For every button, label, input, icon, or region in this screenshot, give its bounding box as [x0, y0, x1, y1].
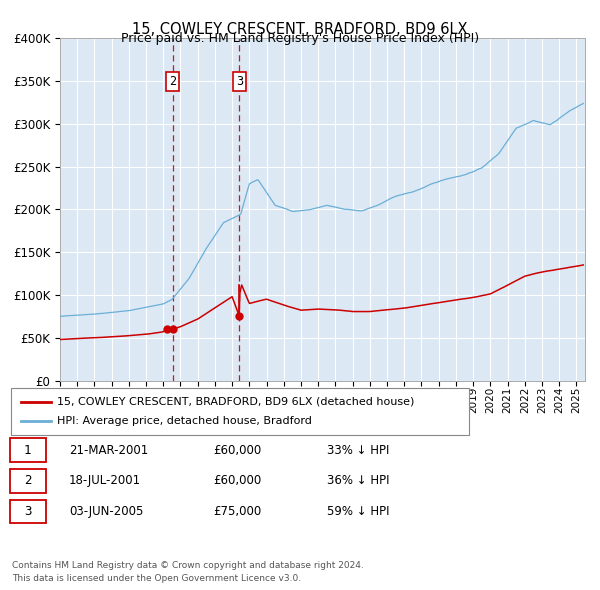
- Text: 3: 3: [24, 505, 31, 518]
- Text: HPI: Average price, detached house, Bradford: HPI: Average price, detached house, Brad…: [57, 417, 312, 426]
- Text: Price paid vs. HM Land Registry's House Price Index (HPI): Price paid vs. HM Land Registry's House …: [121, 32, 479, 45]
- Text: 36% ↓ HPI: 36% ↓ HPI: [327, 474, 389, 487]
- Text: £75,000: £75,000: [213, 505, 261, 518]
- Text: £60,000: £60,000: [213, 444, 261, 457]
- Text: 18-JUL-2001: 18-JUL-2001: [69, 474, 141, 487]
- Text: 15, COWLEY CRESCENT, BRADFORD, BD9 6LX: 15, COWLEY CRESCENT, BRADFORD, BD9 6LX: [132, 22, 468, 37]
- Text: 03-JUN-2005: 03-JUN-2005: [69, 505, 143, 518]
- Text: 3: 3: [236, 74, 243, 88]
- Text: Contains HM Land Registry data © Crown copyright and database right 2024.
This d: Contains HM Land Registry data © Crown c…: [12, 562, 364, 583]
- Text: 1: 1: [24, 444, 31, 457]
- Text: 59% ↓ HPI: 59% ↓ HPI: [327, 505, 389, 518]
- Text: 21-MAR-2001: 21-MAR-2001: [69, 444, 148, 457]
- Text: 15, COWLEY CRESCENT, BRADFORD, BD9 6LX (detached house): 15, COWLEY CRESCENT, BRADFORD, BD9 6LX (…: [57, 397, 415, 407]
- Text: £60,000: £60,000: [213, 474, 261, 487]
- Text: 33% ↓ HPI: 33% ↓ HPI: [327, 444, 389, 457]
- Text: 2: 2: [24, 474, 31, 487]
- Text: 2: 2: [169, 74, 176, 88]
